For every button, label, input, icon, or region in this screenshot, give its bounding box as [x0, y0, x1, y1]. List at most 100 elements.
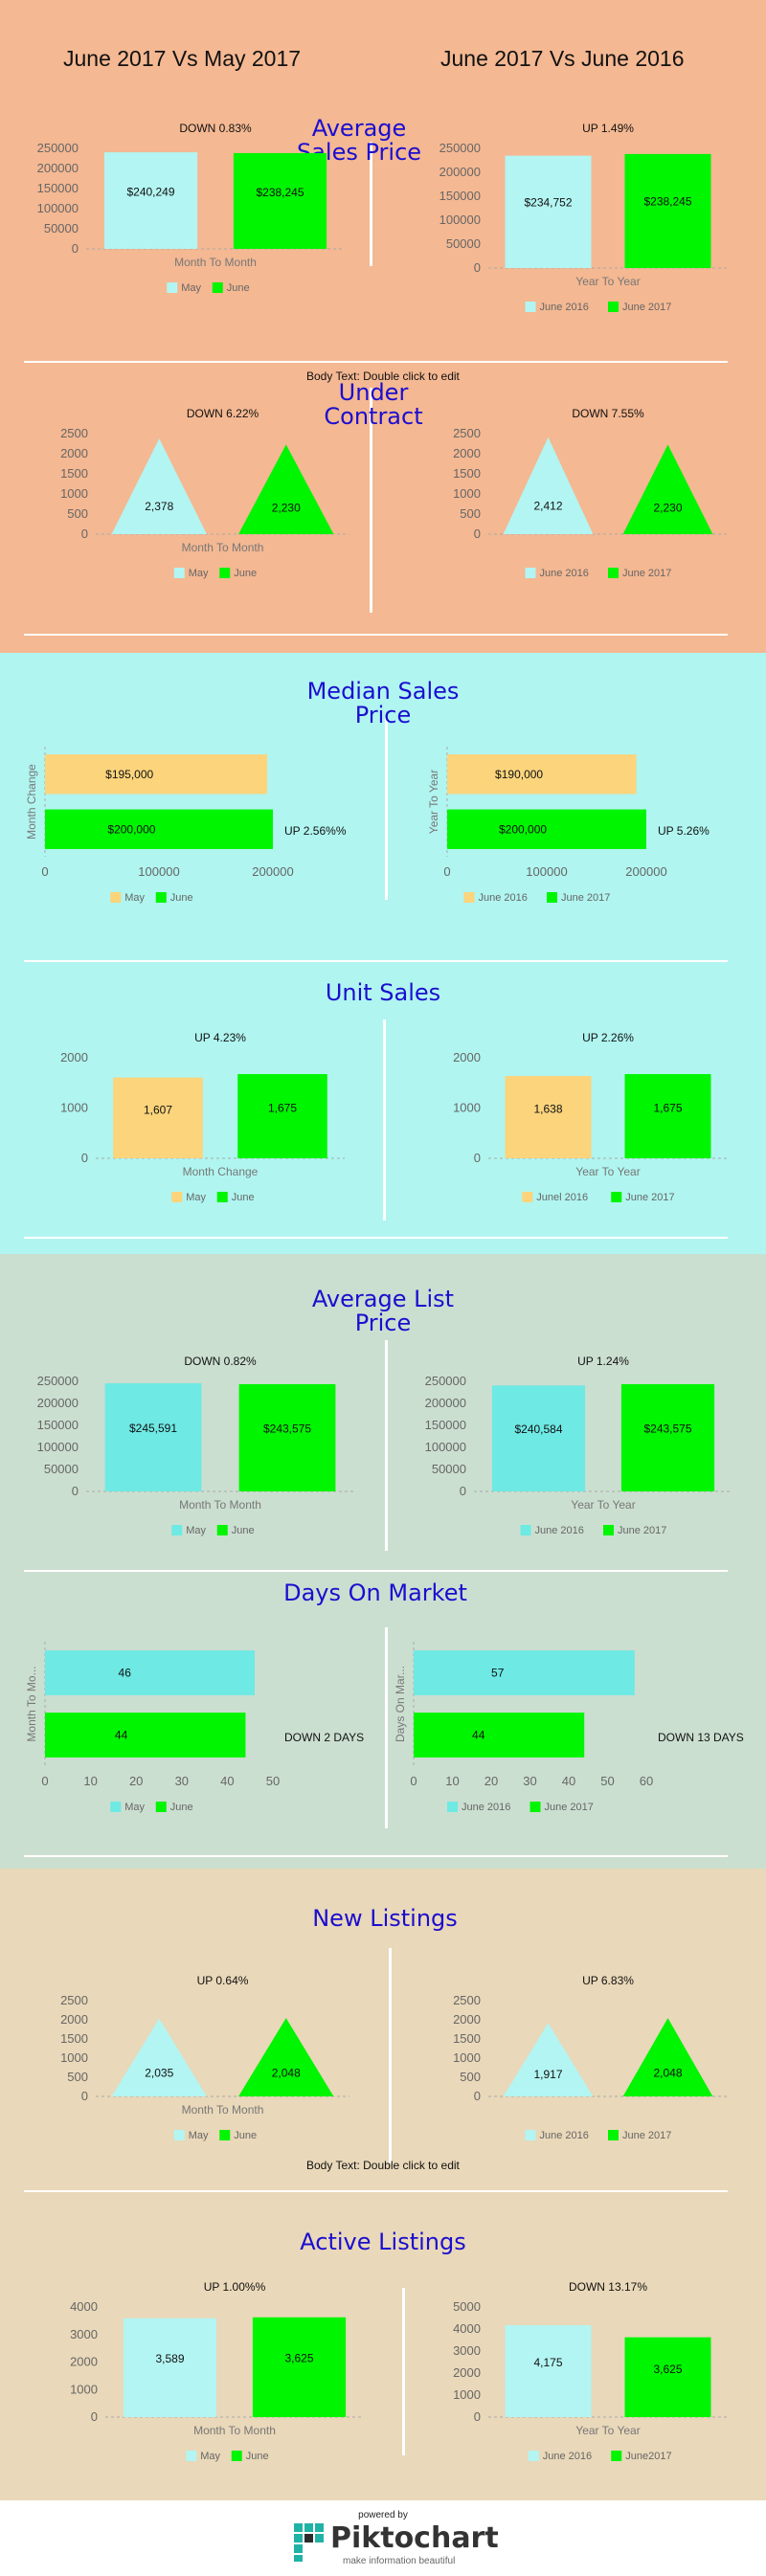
data-label: $200,000 [107, 822, 155, 836]
y-tick-label: 500 [460, 506, 481, 521]
brand-name[interactable]: Piktochart [330, 2521, 499, 2555]
y-tick-label: 100000 [425, 1440, 466, 1454]
section-title-avg-list-price: Average List Price [311, 1286, 455, 1336]
body-text-placeholder[interactable]: Body Text: Double click to edit [306, 370, 460, 383]
y-axis-label: Month Change [25, 764, 38, 840]
change-annotation: UP 5.26% [658, 824, 710, 838]
legend-swatch [155, 1802, 167, 1812]
y-tick-label: 1500 [453, 2031, 481, 2046]
y-tick-label: 500 [67, 506, 88, 521]
legend-swatch [608, 568, 619, 578]
change-annotation: DOWN 0.82% [184, 1355, 257, 1368]
divider [24, 361, 728, 363]
legend-swatch [171, 1525, 183, 1535]
legend-swatch [611, 2451, 622, 2461]
column-divider [389, 1948, 392, 2163]
chart-median-sales-price-year: 0 100000 200000 $190,000 $200,000 UP 5.26% Yea… [427, 747, 710, 904]
y-tick-label: 1000 [453, 1101, 481, 1115]
header-right-title: June 2017 Vs June 2016 [440, 46, 685, 71]
column-divider [385, 1340, 388, 1551]
bar [620, 1383, 715, 1491]
y-tick-label: 0 [72, 1484, 79, 1498]
divider [24, 1855, 728, 1857]
change-annotation: DOWN 2 DAYS [284, 1731, 364, 1744]
y-tick-label: 50000 [432, 1462, 466, 1476]
bar [447, 754, 637, 795]
y-tick-label: 1000 [60, 486, 88, 501]
legend-swatch [173, 2130, 185, 2140]
body-text-placeholder[interactable]: Body Text: Double click to edit [306, 2159, 460, 2172]
x-tick-label: 40 [562, 1774, 575, 1788]
y-tick-label: 2000 [453, 2365, 481, 2380]
data-label: $195,000 [105, 768, 153, 781]
y-tick-label: 250000 [439, 141, 481, 155]
x-tick-label: 50 [266, 1774, 280, 1788]
y-tick-label: 250000 [37, 141, 79, 155]
legend-label: June 2017 [622, 2130, 671, 2141]
bar [238, 1383, 336, 1491]
x-axis-label: Month To Month [174, 256, 257, 269]
data-label: 1,917 [533, 2068, 562, 2081]
legend-label: June 2017 [545, 1802, 594, 1813]
y-tick-label: 0 [91, 2409, 98, 2424]
legend-swatch [212, 282, 223, 293]
y-tick-label: 250000 [37, 1374, 79, 1388]
divider [24, 1570, 728, 1572]
y-tick-label: 4000 [453, 2321, 481, 2336]
bar [624, 2337, 711, 2417]
data-label: $240,584 [514, 1422, 562, 1436]
data-label: $238,245 [643, 194, 691, 208]
change-annotation: DOWN 13 DAYS [658, 1731, 744, 1744]
legend-swatch [525, 568, 536, 578]
y-tick-label: 50000 [44, 1462, 79, 1476]
legend-swatch [110, 1802, 122, 1812]
x-tick-label: 60 [640, 1774, 653, 1788]
bar [491, 1385, 586, 1491]
legend-swatch [216, 1525, 228, 1535]
change-annotation: UP 6.83% [582, 1974, 634, 1987]
triangle-mark [111, 2018, 207, 2096]
data-label: 46 [119, 1667, 132, 1680]
legend-swatch [186, 2451, 197, 2461]
divider [24, 960, 728, 962]
y-tick-label: 150000 [425, 1418, 466, 1432]
y-tick-label: 2000 [453, 446, 481, 460]
y-tick-label: 0 [474, 260, 481, 275]
legend-label: May [186, 1525, 206, 1536]
legend-label: June 2016 [479, 892, 528, 904]
x-axis-label: Month To Month [182, 541, 264, 554]
legend-label: June 2017 [622, 302, 671, 313]
chart-unit-sales-year: 0 1000 2000 1,638 1,675 UP 2.26% Year To Year J… [453, 1031, 728, 1203]
data-label: 1,675 [653, 1102, 682, 1115]
legend-swatch [167, 282, 178, 293]
y-tick-label: 50000 [44, 221, 79, 235]
chart-days-on-market-year: 0 10 20 30 40 50 60 57 44 DOWN 13 DAYS Days On Mar… [394, 1642, 744, 1813]
section-title-under-contract: Under Contract [324, 379, 423, 430]
chart-under-contract-month: 0 500 1000 1500 2000 2500 2,378 2,230 DOWN 6.22%… [60, 407, 349, 579]
triangle-mark [503, 437, 594, 534]
legend-label: June2017 [625, 2451, 671, 2462]
data-label: $234,752 [524, 195, 572, 209]
change-annotation: UP 2.26% [582, 1031, 634, 1044]
triangle-mark [238, 2018, 334, 2096]
y-tick-label: 1500 [60, 2031, 88, 2046]
chart-under-contract-year: 0 500 1000 1500 2000 2500 2,412 2,230 DOWN 7.55%… [453, 407, 728, 579]
chart-median-sales-price-month: 0 100000 200000 $195,000 $200,000 UP 2.56%% Mo… [25, 747, 347, 904]
x-tick-label: 100000 [526, 864, 567, 879]
bar [252, 2317, 347, 2417]
chart-new-listings-year: 0 500 1000 1500 2000 2500 1,917 2,048 UP 6.83% Ju… [453, 1974, 728, 2141]
y-tick-label: 0 [81, 526, 88, 541]
bar [447, 809, 646, 849]
y-axis-label: Days On Mar... [394, 1666, 407, 1742]
legend-label: June 2017 [622, 568, 671, 579]
x-axis-label: Month To Month [182, 2103, 264, 2117]
data-label: 2,048 [653, 2067, 682, 2080]
data-label: 44 [472, 1729, 485, 1742]
x-tick-label: 200000 [625, 864, 666, 879]
x-tick-label: 10 [445, 1774, 459, 1788]
y-tick-label: 2500 [60, 1993, 88, 2007]
y-axis-label: Year To Year [427, 770, 440, 834]
change-annotation: UP 4.23% [194, 1031, 246, 1044]
x-axis-label: Month Change [183, 1165, 259, 1178]
legend-label: June [232, 1192, 255, 1203]
